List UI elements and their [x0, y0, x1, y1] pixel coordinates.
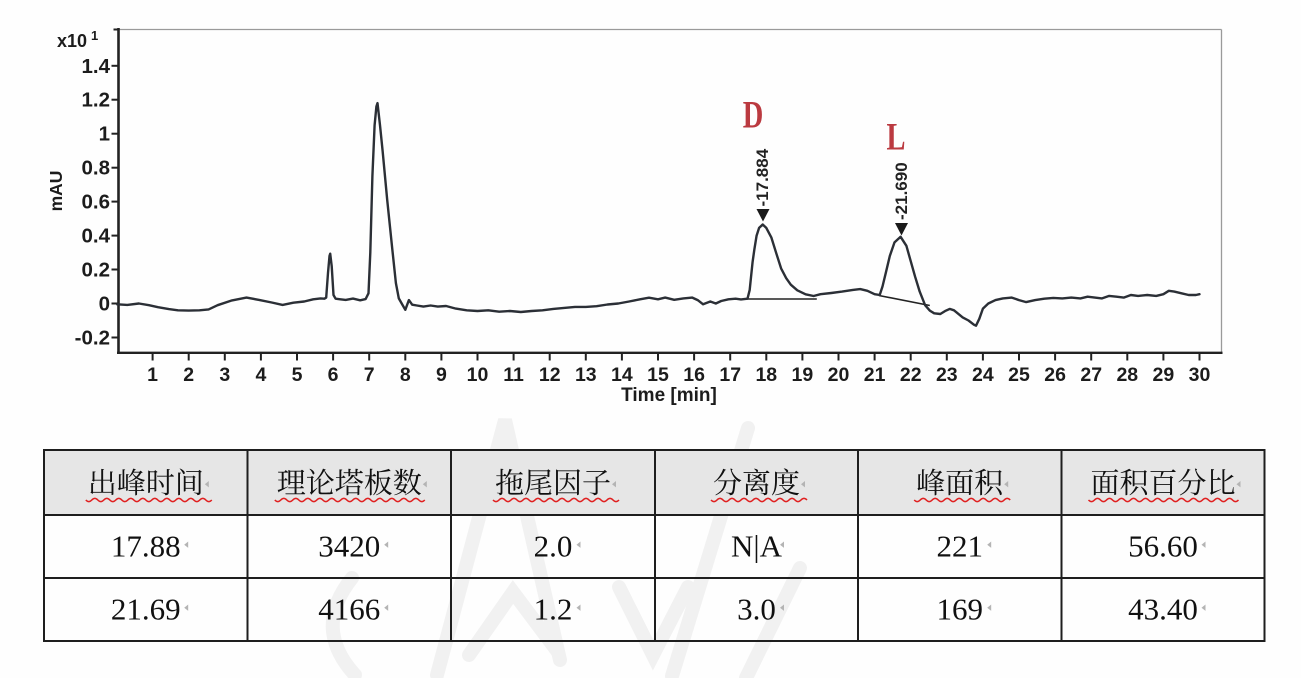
svg-text:5: 5 [292, 364, 303, 386]
svg-text:13: 13 [575, 364, 597, 386]
svg-text:21.69: 21.69 [111, 592, 181, 627]
svg-text:0.4: 0.4 [82, 225, 111, 248]
svg-text:0: 0 [99, 293, 110, 316]
svg-text:1: 1 [147, 364, 158, 386]
svg-text:4: 4 [255, 364, 266, 386]
svg-text:22: 22 [900, 364, 922, 386]
svg-text:7: 7 [364, 364, 375, 386]
svg-text:3420: 3420 [318, 529, 380, 564]
svg-text:26: 26 [1044, 364, 1066, 386]
svg-text:9: 9 [436, 364, 447, 386]
svg-text:2: 2 [183, 364, 194, 386]
svg-text:15: 15 [647, 364, 669, 386]
svg-text:1: 1 [91, 28, 98, 43]
svg-text:16: 16 [683, 364, 705, 386]
svg-text:20: 20 [828, 364, 850, 386]
svg-text:25: 25 [1008, 364, 1030, 386]
svg-text:1.2: 1.2 [82, 89, 111, 112]
svg-text:11: 11 [503, 364, 524, 386]
svg-text:D: D [743, 94, 764, 136]
svg-text:1.2: 1.2 [534, 592, 573, 627]
svg-text:Time [min]: Time [min] [621, 385, 717, 406]
svg-text:-21.690: -21.690 [892, 162, 911, 220]
svg-text:221: 221 [937, 529, 984, 564]
svg-text:6: 6 [328, 364, 339, 386]
svg-text:x10: x10 [57, 31, 87, 51]
svg-text:12: 12 [539, 364, 561, 386]
svg-text:mAU: mAU [46, 171, 66, 212]
svg-text:14: 14 [611, 364, 633, 386]
svg-text:10: 10 [467, 364, 489, 386]
svg-text:3: 3 [219, 364, 230, 386]
svg-text:4166: 4166 [318, 592, 380, 627]
svg-text:28: 28 [1116, 364, 1138, 386]
svg-text:0.2: 0.2 [82, 259, 111, 282]
svg-text:0.8: 0.8 [82, 157, 111, 180]
svg-text:2.0: 2.0 [534, 529, 573, 564]
svg-text:29: 29 [1153, 364, 1175, 386]
svg-text:27: 27 [1080, 364, 1102, 386]
svg-text:169: 169 [937, 592, 984, 627]
svg-text:3.0: 3.0 [737, 592, 776, 627]
svg-text:56.60: 56.60 [1128, 529, 1198, 564]
svg-text:1.4: 1.4 [82, 55, 111, 78]
svg-text:-0.2: -0.2 [75, 327, 110, 350]
svg-text:1: 1 [99, 123, 110, 146]
svg-text:17.88: 17.88 [111, 529, 181, 564]
svg-text:0.6: 0.6 [82, 191, 111, 214]
svg-text:18: 18 [755, 364, 777, 386]
svg-text:-17.884: -17.884 [753, 148, 772, 206]
svg-text:19: 19 [792, 364, 814, 386]
svg-text:21: 21 [864, 364, 886, 386]
svg-text:17: 17 [719, 364, 741, 386]
svg-text:N|A: N|A [731, 529, 783, 564]
svg-text:43.40: 43.40 [1128, 592, 1198, 627]
svg-text:L: L [887, 116, 906, 158]
svg-text:8: 8 [400, 364, 411, 386]
svg-text:30: 30 [1189, 364, 1211, 386]
svg-text:23: 23 [936, 364, 958, 386]
svg-text:24: 24 [972, 364, 994, 386]
